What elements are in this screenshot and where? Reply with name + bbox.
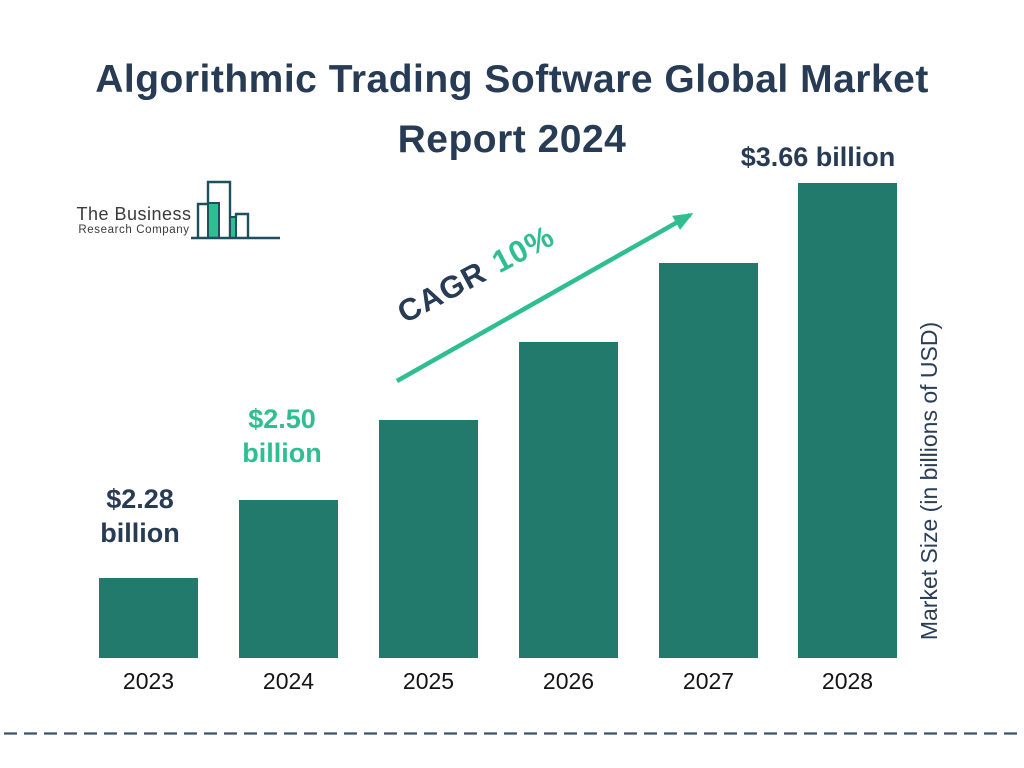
x-tick-2028: 2028 bbox=[821, 668, 874, 694]
y-axis-title: Market Size (in billions of USD) bbox=[916, 321, 942, 641]
x-tick-2026: 2026 bbox=[542, 668, 595, 694]
chart-title: Algorithmic Trading Software Global Mark… bbox=[0, 50, 1024, 170]
x-tick-2024: 2024 bbox=[262, 668, 315, 694]
company-logo: The Business Research Company bbox=[74, 204, 194, 236]
bar-2026 bbox=[519, 342, 618, 658]
bar-2027 bbox=[659, 263, 758, 658]
chart-title-line2: Report 2024 bbox=[397, 118, 627, 161]
bar-chart-logo-icon bbox=[191, 180, 280, 240]
bar-2024 bbox=[239, 500, 338, 658]
bar-2025 bbox=[379, 420, 478, 658]
value-label-2024: $2.50 billion bbox=[242, 404, 322, 468]
x-tick-2025: 2025 bbox=[402, 668, 455, 694]
logo-name: The Business bbox=[76, 204, 192, 224]
x-tick-2023: 2023 bbox=[122, 668, 175, 694]
bottom-dashed-divider bbox=[4, 732, 1020, 735]
value-label-2028: $3.66 billion bbox=[740, 142, 896, 172]
chart-title-line1: Algorithmic Trading Software Global Mark… bbox=[95, 58, 929, 101]
growth-arrow-icon bbox=[395, 213, 694, 383]
logo-subname: Research Company bbox=[78, 224, 190, 236]
bar-2028 bbox=[798, 183, 897, 658]
bar-2023 bbox=[99, 578, 198, 658]
value-label-2023: $2.28 billion bbox=[100, 484, 180, 548]
x-tick-2027: 2027 bbox=[682, 668, 735, 694]
